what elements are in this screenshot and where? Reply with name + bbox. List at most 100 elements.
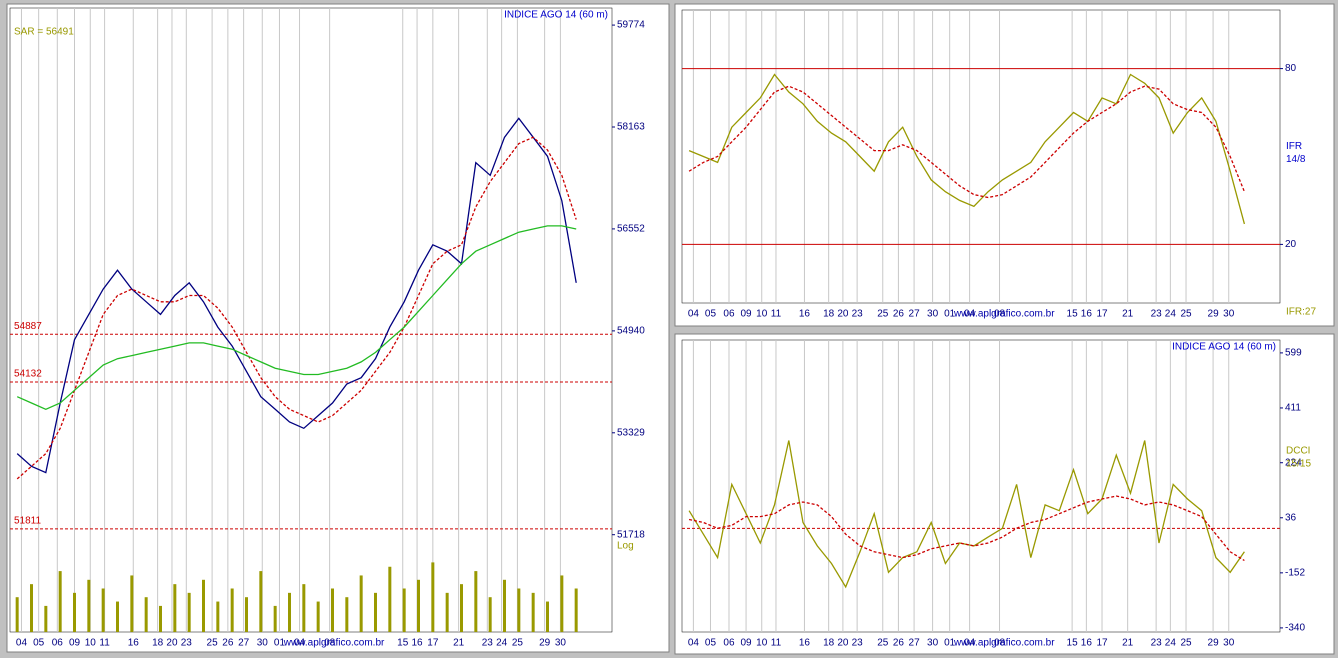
x-tick-label: 24 — [1165, 638, 1177, 649]
volume-bar — [73, 592, 76, 632]
y-tick-label: 224 — [1285, 457, 1302, 468]
x-tick-label: 24 — [496, 638, 508, 649]
x-tick-label: 23 — [1151, 309, 1163, 320]
volume-bar — [316, 601, 320, 632]
scale-label: Log — [617, 540, 634, 551]
y-tick-label: -152 — [1285, 567, 1305, 578]
volume-bar — [130, 575, 134, 632]
volume-bar — [144, 597, 148, 632]
volume-bar — [445, 592, 449, 632]
x-tick-label: 04 — [688, 638, 700, 649]
x-tick-label: 05 — [33, 638, 45, 649]
x-tick-label: 16 — [799, 638, 811, 649]
volume-bar — [331, 588, 334, 632]
x-tick-label: 16 — [1081, 638, 1093, 649]
volume-bar — [345, 597, 349, 632]
x-tick-label: 26 — [893, 638, 905, 649]
x-tick-label: 25 — [512, 638, 524, 649]
volume-bar — [460, 584, 463, 632]
volume-bar — [388, 566, 392, 632]
x-tick-label: 26 — [893, 309, 905, 320]
x-tick-label: 11 — [771, 638, 782, 649]
x-tick-label: 23 — [852, 309, 864, 320]
x-tick-label: 09 — [741, 309, 753, 320]
series-line — [16, 136, 577, 480]
volume-bar — [87, 579, 91, 632]
x-tick-label: 30 — [1223, 309, 1235, 320]
footer-label: IFR:27 — [1286, 307, 1316, 318]
x-tick-label: 16 — [412, 638, 424, 649]
x-tick-label: 29 — [539, 638, 551, 649]
volume-bar — [374, 592, 377, 632]
y-tick-label: 51718 — [617, 529, 645, 540]
chart-title: INDICE AGO 14 (60 m) — [504, 10, 608, 21]
x-tick-label: 01 — [274, 638, 286, 649]
x-tick-label: 06 — [723, 638, 735, 649]
series-line — [688, 495, 1245, 562]
volume-bar — [402, 588, 406, 632]
y-tick-label: 20 — [1285, 239, 1297, 250]
x-tick-label: 04 — [16, 638, 28, 649]
x-tick-label: 20 — [166, 638, 178, 649]
volume-bar — [202, 579, 205, 632]
series-line — [16, 225, 577, 411]
x-tick-label: 18 — [152, 638, 164, 649]
side-label: DCCI — [1286, 446, 1310, 457]
plot-area — [681, 9, 1281, 304]
x-tick-label: 27 — [238, 638, 250, 649]
chart-title: INDICE AGO 14 (60 m) — [1172, 342, 1276, 353]
x-tick-label: 25 — [877, 638, 889, 649]
x-tick-label: 26 — [222, 638, 234, 649]
volume-bar — [101, 588, 105, 632]
x-tick-label: 18 — [823, 309, 835, 320]
y-tick-label: 411 — [1285, 403, 1301, 414]
y-tick-label: 58163 — [617, 122, 645, 133]
x-tick-label: 21 — [453, 638, 465, 649]
x-tick-label: 25 — [207, 638, 219, 649]
volume-bar — [302, 584, 306, 632]
x-tick-label: 15 — [1067, 638, 1079, 649]
x-tick-label: 04 — [688, 309, 700, 320]
x-tick-label: 20 — [837, 309, 849, 320]
volume-bar — [230, 588, 234, 632]
volume-bar — [259, 571, 263, 632]
x-tick-label: 16 — [799, 309, 811, 320]
volume-bar — [245, 597, 248, 632]
plot-area — [9, 7, 613, 633]
watermark: www.aplgrafico.com.br — [283, 638, 385, 649]
x-tick-label: 30 — [1223, 638, 1235, 649]
x-tick-label: 16 — [128, 638, 140, 649]
x-tick-label: 20 — [837, 638, 849, 649]
x-tick-label: 08 — [324, 638, 336, 649]
x-tick-label: 24 — [1165, 309, 1177, 320]
volume-bar — [187, 592, 191, 632]
x-tick-label: 04 — [964, 309, 976, 320]
x-tick-label: 11 — [771, 309, 782, 320]
x-tick-label: 30 — [555, 638, 567, 649]
x-tick-label: 15 — [1067, 309, 1079, 320]
volume-bar — [488, 597, 492, 632]
x-tick-label: 08 — [994, 638, 1006, 649]
volume-bar — [44, 605, 48, 632]
x-tick-label: 01 — [944, 309, 956, 320]
level-label: 54132 — [14, 369, 42, 380]
volume-bar — [216, 601, 220, 632]
x-tick-label: 05 — [705, 309, 717, 320]
x-tick-label: 04 — [294, 638, 306, 649]
volume-bar — [531, 592, 535, 632]
volume-bar — [560, 575, 564, 632]
side-label: 14/8 — [1286, 154, 1306, 165]
y-tick-label: 53329 — [617, 427, 645, 438]
x-tick-label: 27 — [909, 638, 921, 649]
volume-bar — [173, 584, 177, 632]
x-tick-label: 23 — [482, 638, 494, 649]
x-tick-label: 30 — [257, 638, 269, 649]
y-tick-label: 56552 — [617, 224, 645, 235]
series-line — [688, 73, 1246, 225]
x-tick-label: 30 — [927, 309, 939, 320]
volume-bar — [273, 605, 277, 632]
x-tick-label: 16 — [1081, 309, 1093, 320]
y-tick-label: 59774 — [617, 20, 645, 31]
x-tick-label: 18 — [823, 638, 835, 649]
x-tick-label: 09 — [69, 638, 81, 649]
